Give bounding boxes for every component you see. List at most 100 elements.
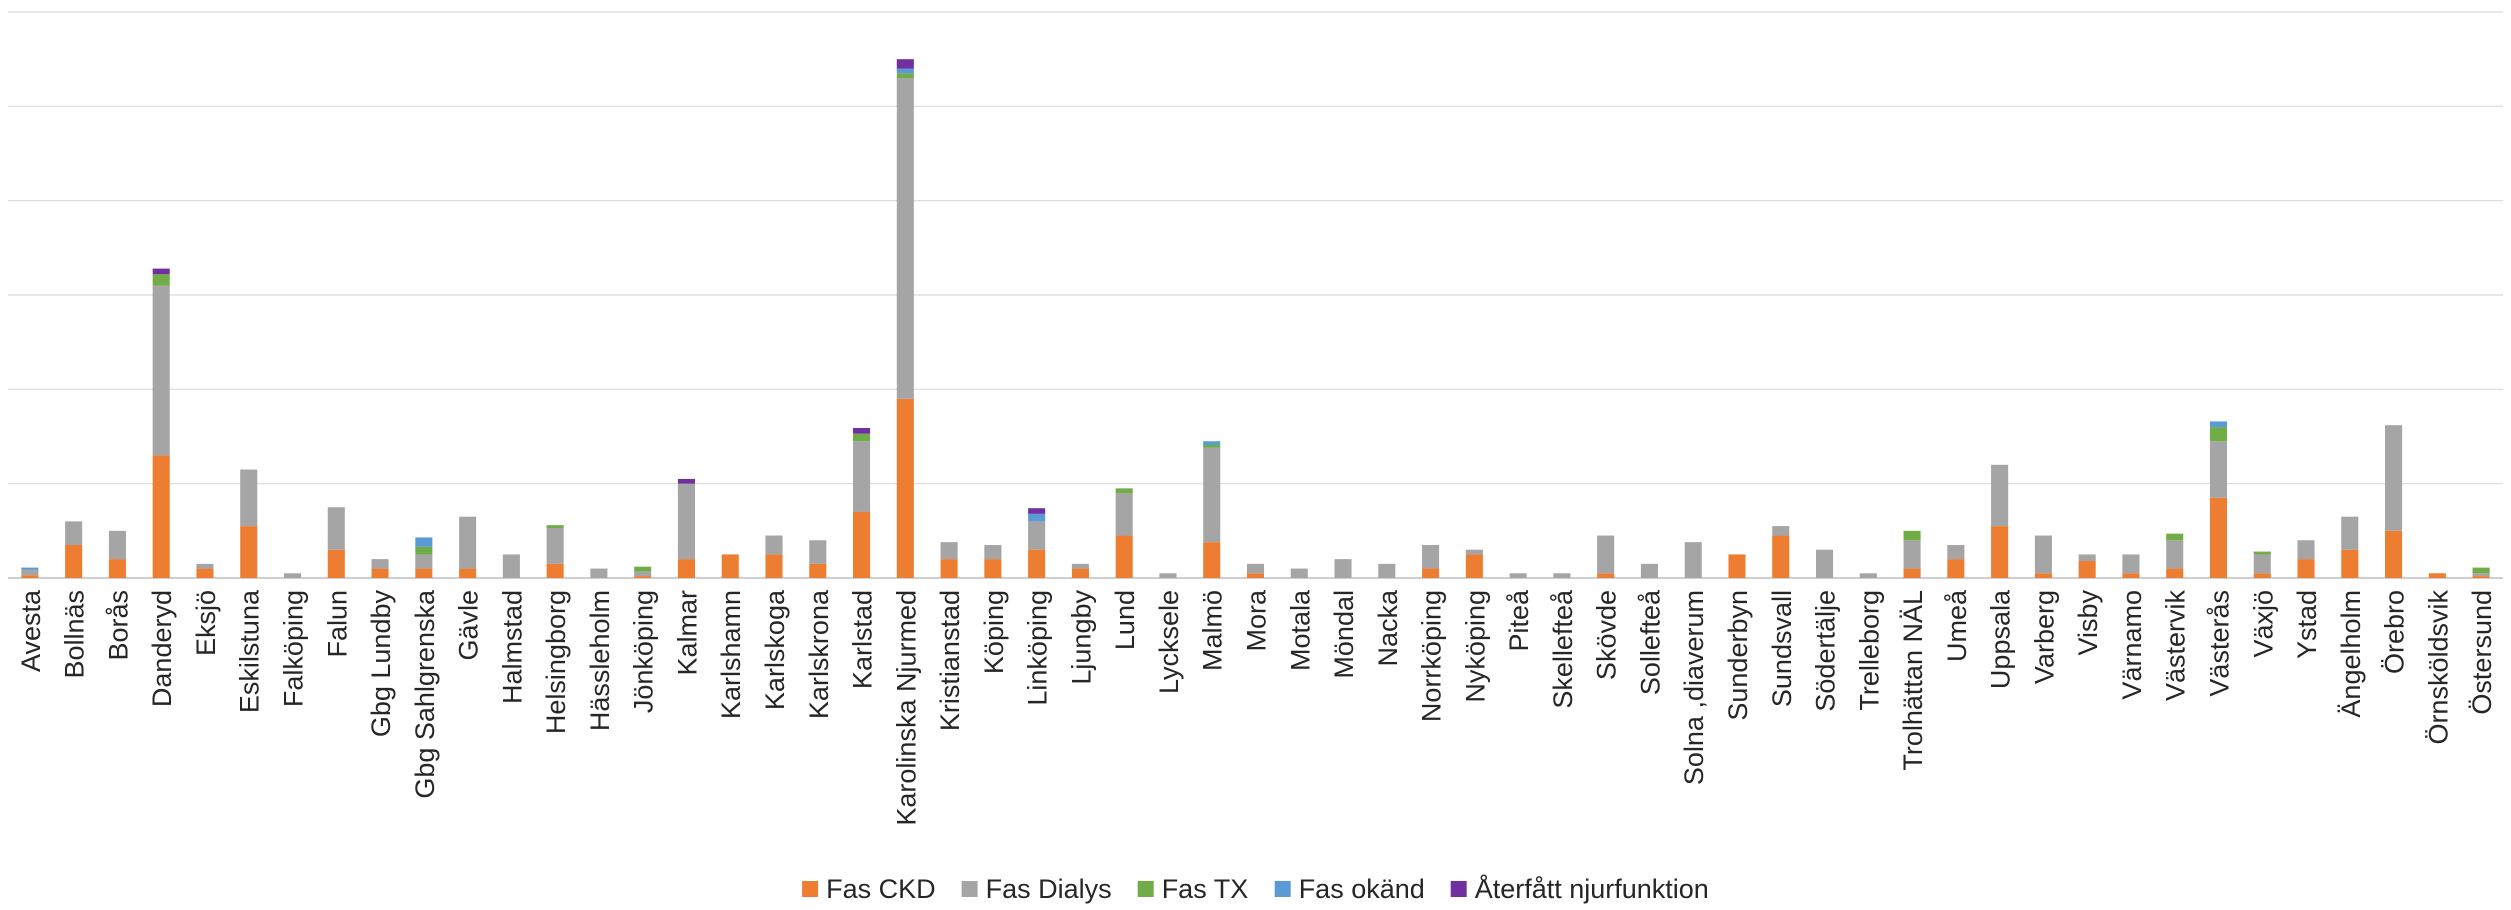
legend-swatch	[1450, 881, 1467, 897]
x-tick-label: Piteå	[1504, 589, 1534, 652]
bar-segment	[1028, 513, 1046, 522]
legend-swatch	[1274, 881, 1291, 897]
bar-segment	[1772, 535, 1790, 578]
x-tick-label: Värnamo	[2117, 590, 2147, 700]
bar-segment	[634, 566, 652, 572]
bar-segment	[1816, 549, 1834, 578]
bar-segment	[2034, 535, 2052, 574]
x-tick-label: Örebro	[2380, 590, 2410, 674]
bar-segment	[2166, 568, 2184, 578]
x-tick-label: Mora	[1242, 589, 1272, 651]
x-tick-label: Malmö	[1198, 590, 1228, 671]
x-tick-label: Västervik	[2161, 590, 2191, 702]
bar-segment	[590, 568, 608, 578]
bar-segment	[634, 576, 652, 578]
x-tick-label: Västerås	[2204, 590, 2234, 697]
bar-segment	[853, 511, 871, 578]
x-tick-label: Karlstad	[848, 590, 878, 689]
bar-segment	[677, 478, 695, 484]
bar-segment	[415, 568, 433, 578]
x-tick-label: Lund	[1110, 590, 1140, 650]
x-tick-label: Gbg Sahlgrenska	[410, 589, 440, 799]
x-tick-label: Möndal	[1329, 590, 1359, 679]
bar-segment	[809, 563, 827, 578]
bar-segment	[2166, 533, 2184, 541]
bar-segment	[1378, 563, 1396, 578]
bar-segment	[1203, 444, 1221, 448]
bar-segment	[65, 544, 83, 578]
x-tick-label: Köping	[979, 590, 1009, 674]
bar-segment	[1115, 535, 1133, 578]
bar-segment	[2428, 573, 2446, 578]
legend-swatch	[1137, 881, 1154, 897]
x-tick-label: Karlskrona	[804, 589, 834, 719]
bar-segment	[152, 285, 170, 456]
x-tick-label: Uppsala	[1986, 589, 2016, 689]
bar-segment	[1246, 563, 1265, 574]
bar-segment	[1115, 488, 1133, 494]
legend-label: Fas Dialys	[986, 874, 1112, 904]
bar-segment	[853, 441, 871, 512]
x-tick-label: Gbg Lundby	[366, 590, 396, 738]
bar-segment	[502, 554, 520, 578]
bar-segment	[1947, 559, 1965, 578]
x-tick-label: Bollnäs	[60, 590, 90, 679]
bar-segment	[2253, 554, 2271, 574]
x-tick-label: Nacka	[1373, 589, 1403, 667]
bar-segment	[677, 559, 695, 578]
bar-segment	[2209, 427, 2228, 442]
bar-segment	[1334, 559, 1352, 578]
x-tick-label: Växjö	[2248, 590, 2278, 658]
legend-label: Återfått njurfunktion	[1475, 873, 1709, 904]
bar-segment	[634, 571, 652, 577]
bar-segment	[2034, 573, 2052, 578]
bar-segment	[415, 546, 433, 555]
x-tick-label: Skellefteå	[1548, 589, 1578, 709]
x-tick-label: Sunderbyn	[1723, 590, 1753, 721]
bar-segment	[940, 559, 958, 578]
bar-segment	[21, 567, 39, 570]
bar-segment	[2078, 554, 2096, 562]
bar-segment	[240, 526, 258, 578]
x-tick-label: Sollefteå	[1635, 589, 1665, 695]
bar-segment	[415, 537, 433, 547]
bar-segment	[2341, 516, 2359, 550]
bar-segment	[1422, 568, 1440, 578]
bar-segment	[546, 563, 564, 578]
bar-segment	[2341, 549, 2359, 578]
x-tick-label: Ystad	[2292, 590, 2322, 659]
bar-segment	[108, 530, 126, 560]
bar-segment	[459, 568, 477, 578]
bar-segment	[2297, 559, 2315, 578]
bar-segment	[1553, 573, 1571, 578]
bar-segment	[196, 563, 214, 569]
x-tick-label: Karolinska Njurmed	[891, 590, 921, 826]
bar-stacks	[21, 59, 2490, 578]
x-tick-label: Sundsvall	[1767, 590, 1797, 707]
bar-segment	[283, 573, 302, 578]
bar-segment	[1947, 544, 1965, 560]
x-tick-label: Hässleholm	[585, 590, 615, 731]
bar-segment	[853, 433, 871, 442]
bar-segment	[1991, 464, 2009, 527]
x-tick-label: Umeå	[1942, 589, 1972, 662]
bar-segment	[1903, 568, 1921, 578]
x-tick-label: Falun	[322, 590, 352, 658]
bar-segment	[1203, 542, 1221, 578]
legend-label: Fas CKD	[826, 874, 936, 904]
x-tick-label: Borås	[103, 590, 133, 661]
bar-segment	[677, 483, 695, 560]
bar-segment	[984, 544, 1002, 560]
x-tick-label: Ljungby	[1066, 590, 1096, 685]
bar-segment	[327, 549, 345, 578]
x-tick-label: Eksjö	[191, 590, 221, 656]
bar-segment	[721, 554, 739, 578]
x-tick-label: Linköping	[1023, 590, 1053, 706]
bar-segment	[21, 575, 39, 578]
bar-segment	[2078, 561, 2096, 578]
bar-segment	[1028, 549, 1046, 578]
bar-segment	[765, 554, 783, 578]
x-tick-label: Karlshamn	[716, 590, 746, 719]
bar-segment	[371, 559, 389, 569]
legend-swatch	[961, 881, 978, 897]
